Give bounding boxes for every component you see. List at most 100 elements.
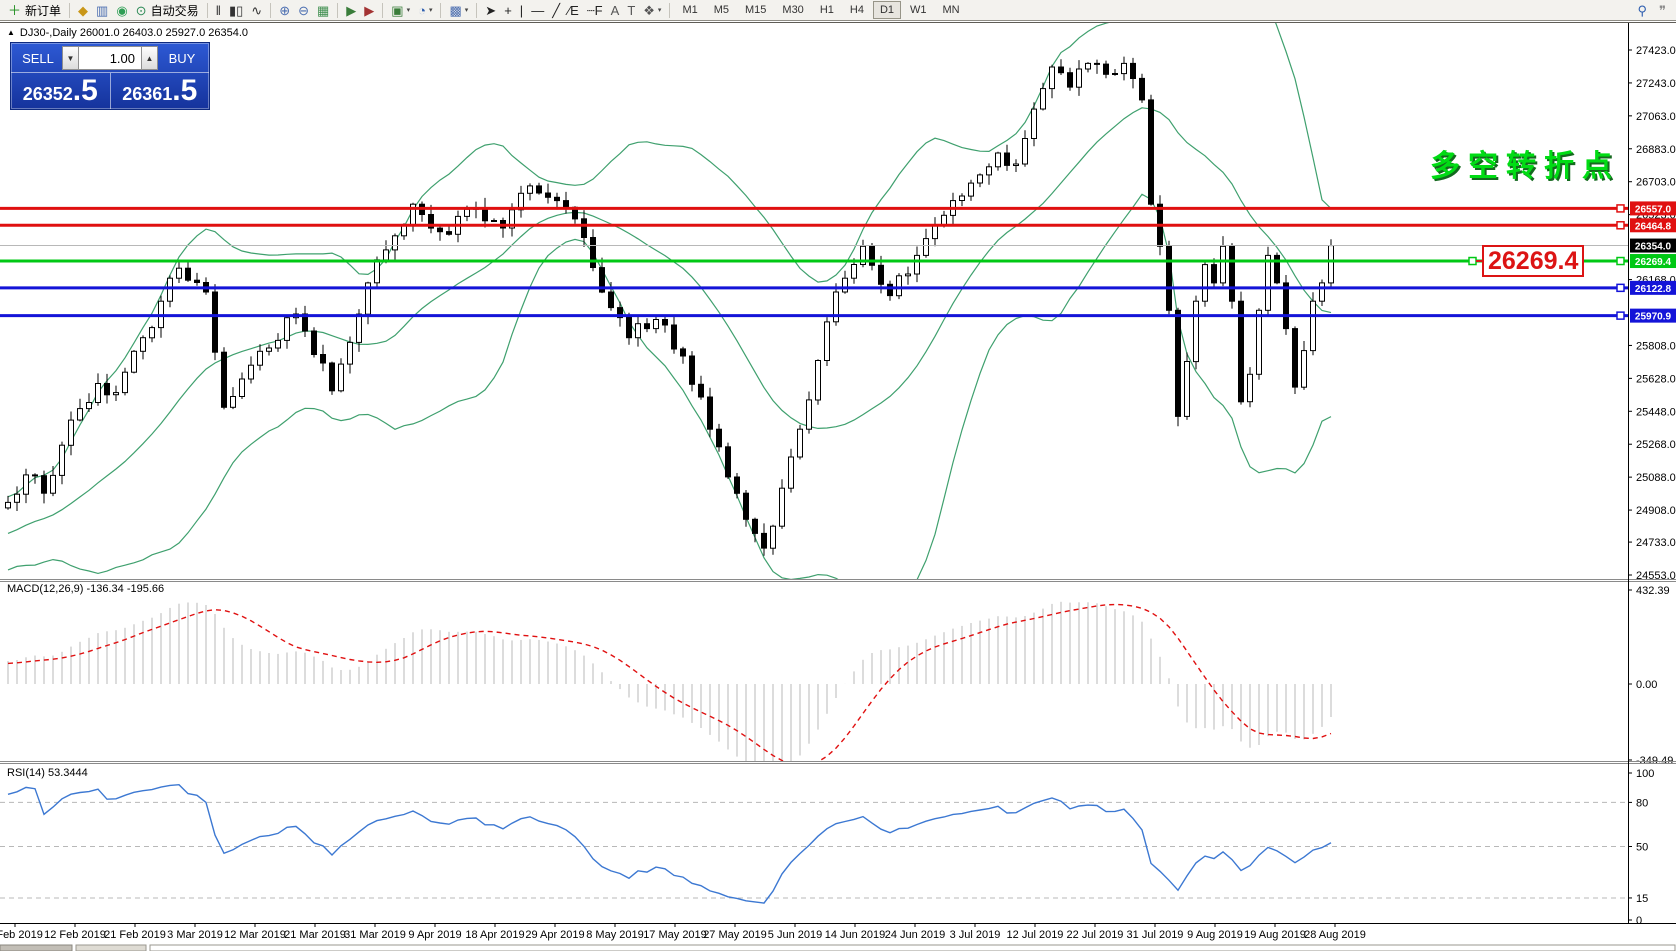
svg-text:31 Jul 2019: 31 Jul 2019 (1127, 929, 1184, 941)
chart-text-annotation[interactable]: 多空转折点 (1430, 150, 1620, 183)
toolbar-left-group: ＋新订单 ◆ ▥ ◉ ⊙ 自动交易 ‖ ▮▯ ∿ ⊕ ⊖ ▦ ▶ ▶ ▣ ▾ ◔ ▾ ▩ ▾ ➤ + | — ╱ ∕E ┈F A T ❖ ▾ (4, 1, 674, 19)
buy-button[interactable]: BUY (168, 50, 196, 66)
timeframe-d1[interactable]: D1 (872, 1, 901, 19)
candlestick-chart-icon: ▮▯ (228, 2, 244, 18)
timeframe-m1[interactable]: M1 (682, 4, 698, 16)
hline-endpoint-handle[interactable] (1616, 256, 1625, 266)
new-chart-icon[interactable]: ▣ ▾ (388, 1, 413, 19)
candles[interactable] (5, 56, 1334, 556)
chart-style-icon[interactable]: ▩ ▾ (446, 1, 471, 19)
svg-text:5 Jun 2019: 5 Jun 2019 (768, 929, 822, 941)
new-order-button[interactable]: ＋新订单 (5, 1, 64, 19)
svg-text:3 Mar 2019: 3 Mar 2019 (167, 929, 223, 941)
data-window-icon: ◉ (116, 2, 128, 18)
hline-endpoint-handle[interactable] (1616, 311, 1625, 320)
bottom-tab[interactable] (0, 944, 73, 951)
timeframe-h1[interactable]: H1 (819, 4, 834, 16)
svg-text:9 Aug 2019: 9 Aug 2019 (1187, 929, 1243, 941)
zoom-in-icon[interactable]: ⊕ (276, 1, 293, 19)
profiles-icon: ◆ (78, 2, 89, 18)
channel-icon[interactable]: ∕E (565, 1, 582, 19)
timeframe-h4[interactable]: H4 (849, 4, 864, 16)
text-label-icon[interactable]: T (624, 1, 638, 19)
svg-text:25808.0: 25808.0 (1636, 340, 1676, 352)
dropdown-caret-icon[interactable]: ▾ (464, 7, 469, 14)
rsi-axis-label: 0 (1636, 915, 1642, 927)
timeframe-m15[interactable]: M15 (745, 4, 767, 16)
step-forward-icon[interactable]: ▶ (343, 1, 359, 19)
line-chart-icon[interactable]: ∿ (248, 1, 265, 19)
macd-indicator-label: MACD(12,26,9) -136.34 -195.66 (7, 583, 165, 595)
sell-price-frac: .5 (72, 74, 98, 107)
rsi-line (7, 783, 1332, 904)
svg-text:26703.0: 26703.0 (1636, 177, 1676, 189)
dropdown-caret-icon[interactable]: ▾ (406, 7, 411, 14)
toolbar-right-group: ⚲ ❞ (1637, 0, 1666, 21)
collapse-panel-icon[interactable]: ▲ (7, 28, 15, 37)
toolbar-separator (476, 2, 478, 18)
candlestick-chart-icon[interactable]: ▮▯ (226, 1, 246, 19)
vertical-line-icon[interactable]: | (517, 1, 526, 19)
hline-endpoint-handle[interactable] (1616, 221, 1625, 230)
svg-text:24908.0: 24908.0 (1636, 505, 1676, 517)
price-level-box[interactable]: 26269.4 (1482, 245, 1585, 277)
bottom-panel-edge (149, 944, 1676, 951)
timeframe-w1[interactable]: W1 (910, 4, 927, 16)
buy-price[interactable]: 26361.5 (109, 73, 210, 109)
macd-axis-label: -349.49 (1636, 755, 1673, 767)
rsi-axis-label: 100 (1636, 768, 1654, 780)
hline-mid-handle[interactable] (1468, 256, 1477, 266)
crosshair-icon[interactable]: + (501, 1, 515, 19)
svg-text:26122.8: 26122.8 (1635, 284, 1672, 295)
svg-text:28 Aug 2019: 28 Aug 2019 (1304, 929, 1366, 941)
chart-title-text: DJ30-,Daily 26001.0 26403.0 25927.0 2635… (19, 27, 249, 39)
horizontal-line-icon[interactable]: — (528, 1, 547, 19)
volume-increase-button[interactable]: ▲ (141, 46, 158, 70)
price-tag: 25970.9 (1630, 308, 1676, 323)
price-tag: 26122.8 (1630, 280, 1676, 295)
auto-trading-button-label: 自动交易 (150, 3, 199, 18)
volume-decrease-button[interactable]: ▼ (62, 46, 79, 70)
sell-button[interactable]: SELL (22, 50, 54, 66)
period-icon[interactable]: ◔ ▾ (415, 1, 435, 19)
timeframe-mn[interactable]: MN (942, 4, 960, 16)
one-click-trading-panel: SELL ▼ ▲ BUY 26352.5 26361.5 (10, 42, 210, 110)
svg-text:12 Jul 2019: 12 Jul 2019 (1007, 929, 1064, 941)
tile-windows-icon[interactable]: ▦ (314, 1, 332, 19)
cursor-icon[interactable]: ➤ (482, 1, 499, 19)
hline-endpoint-handle[interactable] (1616, 283, 1625, 293)
bar-chart-icon[interactable]: ‖ (213, 1, 224, 19)
hline-endpoint-handle[interactable] (1616, 204, 1625, 213)
search-icon[interactable]: ⚲ (1637, 3, 1647, 18)
dropdown-caret-icon[interactable]: ▾ (428, 7, 433, 14)
svg-text:21 Mar 2019: 21 Mar 2019 (284, 929, 346, 941)
macd-histogram (7, 601, 1332, 761)
channel-icon: ∕E (568, 2, 579, 18)
trendline-icon[interactable]: ╱ (549, 1, 563, 19)
dropdown-caret-icon[interactable]: ▾ (657, 7, 662, 14)
timeframe-m5[interactable]: M5 (713, 4, 729, 16)
market-watch-icon[interactable]: ▥ (93, 1, 111, 19)
bottom-tab[interactable] (75, 944, 147, 951)
timeframe-m30[interactable]: M30 (782, 4, 804, 16)
timeframe-toolbar: M1 M5 M15 M30 H1 H4 D1 W1 MN (674, 1, 967, 19)
buy-price-main: 26361 (122, 84, 173, 104)
arrows-icon[interactable]: ❖ ▾ (640, 1, 664, 19)
data-window-icon[interactable]: ◉ (113, 1, 130, 19)
cursor-icon: ➤ (485, 2, 497, 18)
bollinger-bands (7, 23, 1332, 579)
zoom-out-icon[interactable]: ⊖ (295, 1, 312, 19)
auto-trading-button[interactable]: ⊙ 自动交易 (133, 1, 202, 19)
profiles-icon[interactable]: ◆ (75, 1, 91, 19)
fibonacci-icon[interactable]: ┈F (584, 1, 606, 19)
price-tag: 26269.4 (1630, 254, 1676, 269)
volume-input[interactable] (79, 46, 141, 70)
chat-icon[interactable]: ❞ (1659, 3, 1666, 18)
svg-text:25088.0: 25088.0 (1636, 472, 1676, 484)
sell-price[interactable]: 26352.5 (11, 73, 110, 109)
svg-text:24 Jun 2019: 24 Jun 2019 (885, 929, 946, 941)
text-icon[interactable]: A (608, 1, 623, 19)
step-end-icon[interactable]: ▶ (361, 1, 377, 19)
chart-canvas[interactable]: 27423.027243.027063.026883.026703.026523… (0, 23, 1676, 951)
